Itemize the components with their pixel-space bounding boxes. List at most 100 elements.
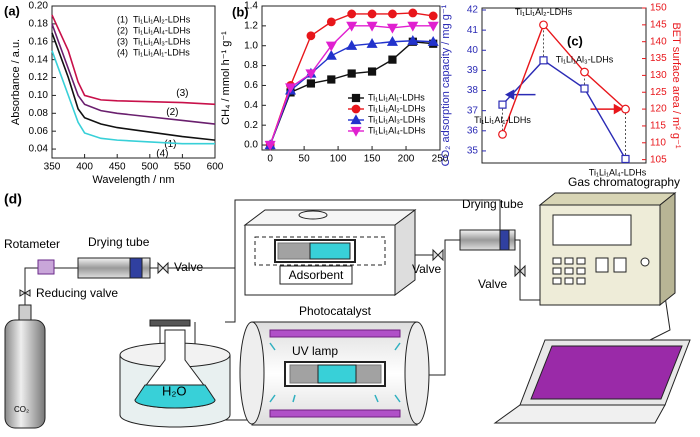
marker <box>367 9 377 19</box>
adsorbent-label-box <box>279 265 353 285</box>
y-tick-label: 0.8 <box>244 60 258 71</box>
pipe <box>515 239 540 301</box>
y2-tick-label: 145 <box>650 19 667 30</box>
curve-tag: (1) <box>164 139 176 150</box>
marker <box>580 84 589 93</box>
plot-frame <box>51 5 216 159</box>
diagram: (d) CO₂ Reducing valve Rotameter Drying … <box>4 175 691 429</box>
reactor-end <box>404 321 430 425</box>
drying-tube-label: Drying tube <box>462 197 524 211</box>
chart: (a) 0.04 0.06 0.08 0.10 0.12 0.14 0.16 0.18 0.20 3… <box>4 1 224 186</box>
y-tick-label: 35 <box>467 146 479 157</box>
legend-label: Ti₁Li₁Al₄-LDHs <box>368 125 426 135</box>
legend-label: Ti₁Li₁Al₃-LDHs <box>368 114 426 124</box>
marker <box>427 21 439 32</box>
drying-tube-end <box>129 257 143 279</box>
uv-bar <box>269 329 401 338</box>
y2-tick-label: 105 <box>650 154 667 165</box>
y2-tick-label: 120 <box>650 104 667 115</box>
x-tick-label: 0 <box>267 154 273 165</box>
valve-label: Valve <box>412 262 441 276</box>
y2-axis-label: BET surface area / m² g⁻¹ <box>670 22 682 148</box>
series-line <box>51 50 215 145</box>
x-tick-label: 600 <box>207 162 224 173</box>
series-line <box>51 14 216 106</box>
marker <box>407 35 419 45</box>
marker <box>367 67 377 76</box>
marker <box>327 75 336 84</box>
rotameter-icon <box>37 259 55 275</box>
y-tick-label: 36 <box>467 125 479 136</box>
gc-buttons <box>552 257 627 285</box>
gc-top <box>538 192 677 206</box>
reactor-end <box>239 321 265 425</box>
curve-tag: (3) <box>176 88 188 99</box>
y-tick-label: 37 <box>467 105 479 116</box>
catalyst-fill <box>289 364 319 384</box>
valve-icon <box>157 261 169 275</box>
y2-tick-label: 115 <box>650 121 666 132</box>
x-tick-label: 550 <box>174 162 191 173</box>
adsorbent-fill <box>277 242 311 260</box>
valve-icon <box>514 264 526 278</box>
drying-tube-end <box>499 229 510 251</box>
marker <box>306 31 316 41</box>
water <box>134 384 216 409</box>
marker <box>498 100 507 109</box>
legend-tag: (3) <box>117 36 128 46</box>
marker <box>351 93 361 103</box>
y-tick-label: 0.16 <box>29 36 49 47</box>
marker <box>326 17 336 27</box>
dashed-holder <box>254 236 386 266</box>
x-tick-label: 200 <box>398 154 415 165</box>
marker <box>325 49 337 60</box>
cylinder-label: CO₂ <box>14 405 29 414</box>
point-label: Ti₁Li₁Al₄-LDHs <box>589 167 647 177</box>
point-label: Ti₁Li₁Al₂-LDHs <box>515 7 573 17</box>
curve-tag: (2) <box>166 107 178 118</box>
marker <box>621 104 630 114</box>
y2-tick-label: 135 <box>650 53 667 64</box>
charts: (a)0.040.060.080.100.120.140.160.180.203… <box>4 1 682 186</box>
gc-port <box>640 257 650 267</box>
marker <box>346 21 358 32</box>
plot-frame <box>261 5 441 151</box>
uv-lamp-label: UV lamp <box>292 344 338 358</box>
catalyst-fill <box>355 364 382 384</box>
marker <box>386 36 398 46</box>
y-tick-label: 0.04 <box>29 144 49 155</box>
y-tick-label: 0.6 <box>244 80 258 91</box>
y-tick-label: 39 <box>467 65 479 76</box>
series-line <box>501 59 627 160</box>
water-label: H₂O <box>162 383 187 398</box>
y-tick-label: 41 <box>467 25 479 36</box>
x-tick-label: 50 <box>299 154 311 165</box>
adsorbent-cyan <box>309 242 351 260</box>
marker <box>539 20 548 30</box>
y-tick-label: 0.08 <box>29 108 49 119</box>
marker <box>366 38 378 48</box>
x-tick-label: 400 <box>76 162 93 173</box>
point-label: Ti₁Li₁Al₁-LDHs <box>474 115 531 125</box>
y-axis-label: Absorbance / a.u. <box>10 39 22 125</box>
reducing-valve-icon <box>19 289 31 297</box>
y-tick-label: 0.10 <box>29 90 49 101</box>
marker <box>306 79 316 88</box>
marker <box>350 114 362 125</box>
marker <box>366 21 378 32</box>
y-tick-label: 1.4 <box>244 1 258 12</box>
legend-label: Ti₁Li₁Al₂-LDHs <box>368 103 426 113</box>
chart: (c) 35 36 37 38 39 40 41 42 105 110 115 120 125 130 135… <box>440 3 682 178</box>
pipe <box>150 199 501 269</box>
box-top <box>243 209 417 226</box>
y-axis-label: CO₂ adsorption capacity / mg g⁻¹ <box>440 4 452 166</box>
marker <box>428 11 438 21</box>
marker <box>388 55 397 64</box>
y2-tick-label: 125 <box>650 87 667 98</box>
x-tick-label: 450 <box>109 162 126 173</box>
laptop-base <box>493 404 666 424</box>
y-tick-label: 1.0 <box>244 40 258 51</box>
y-tick-label: 0.4 <box>244 100 258 111</box>
legend-label: Ti₁Li₁Al₃-LDHs <box>133 36 191 46</box>
y-tick-label: 38 <box>467 85 479 96</box>
